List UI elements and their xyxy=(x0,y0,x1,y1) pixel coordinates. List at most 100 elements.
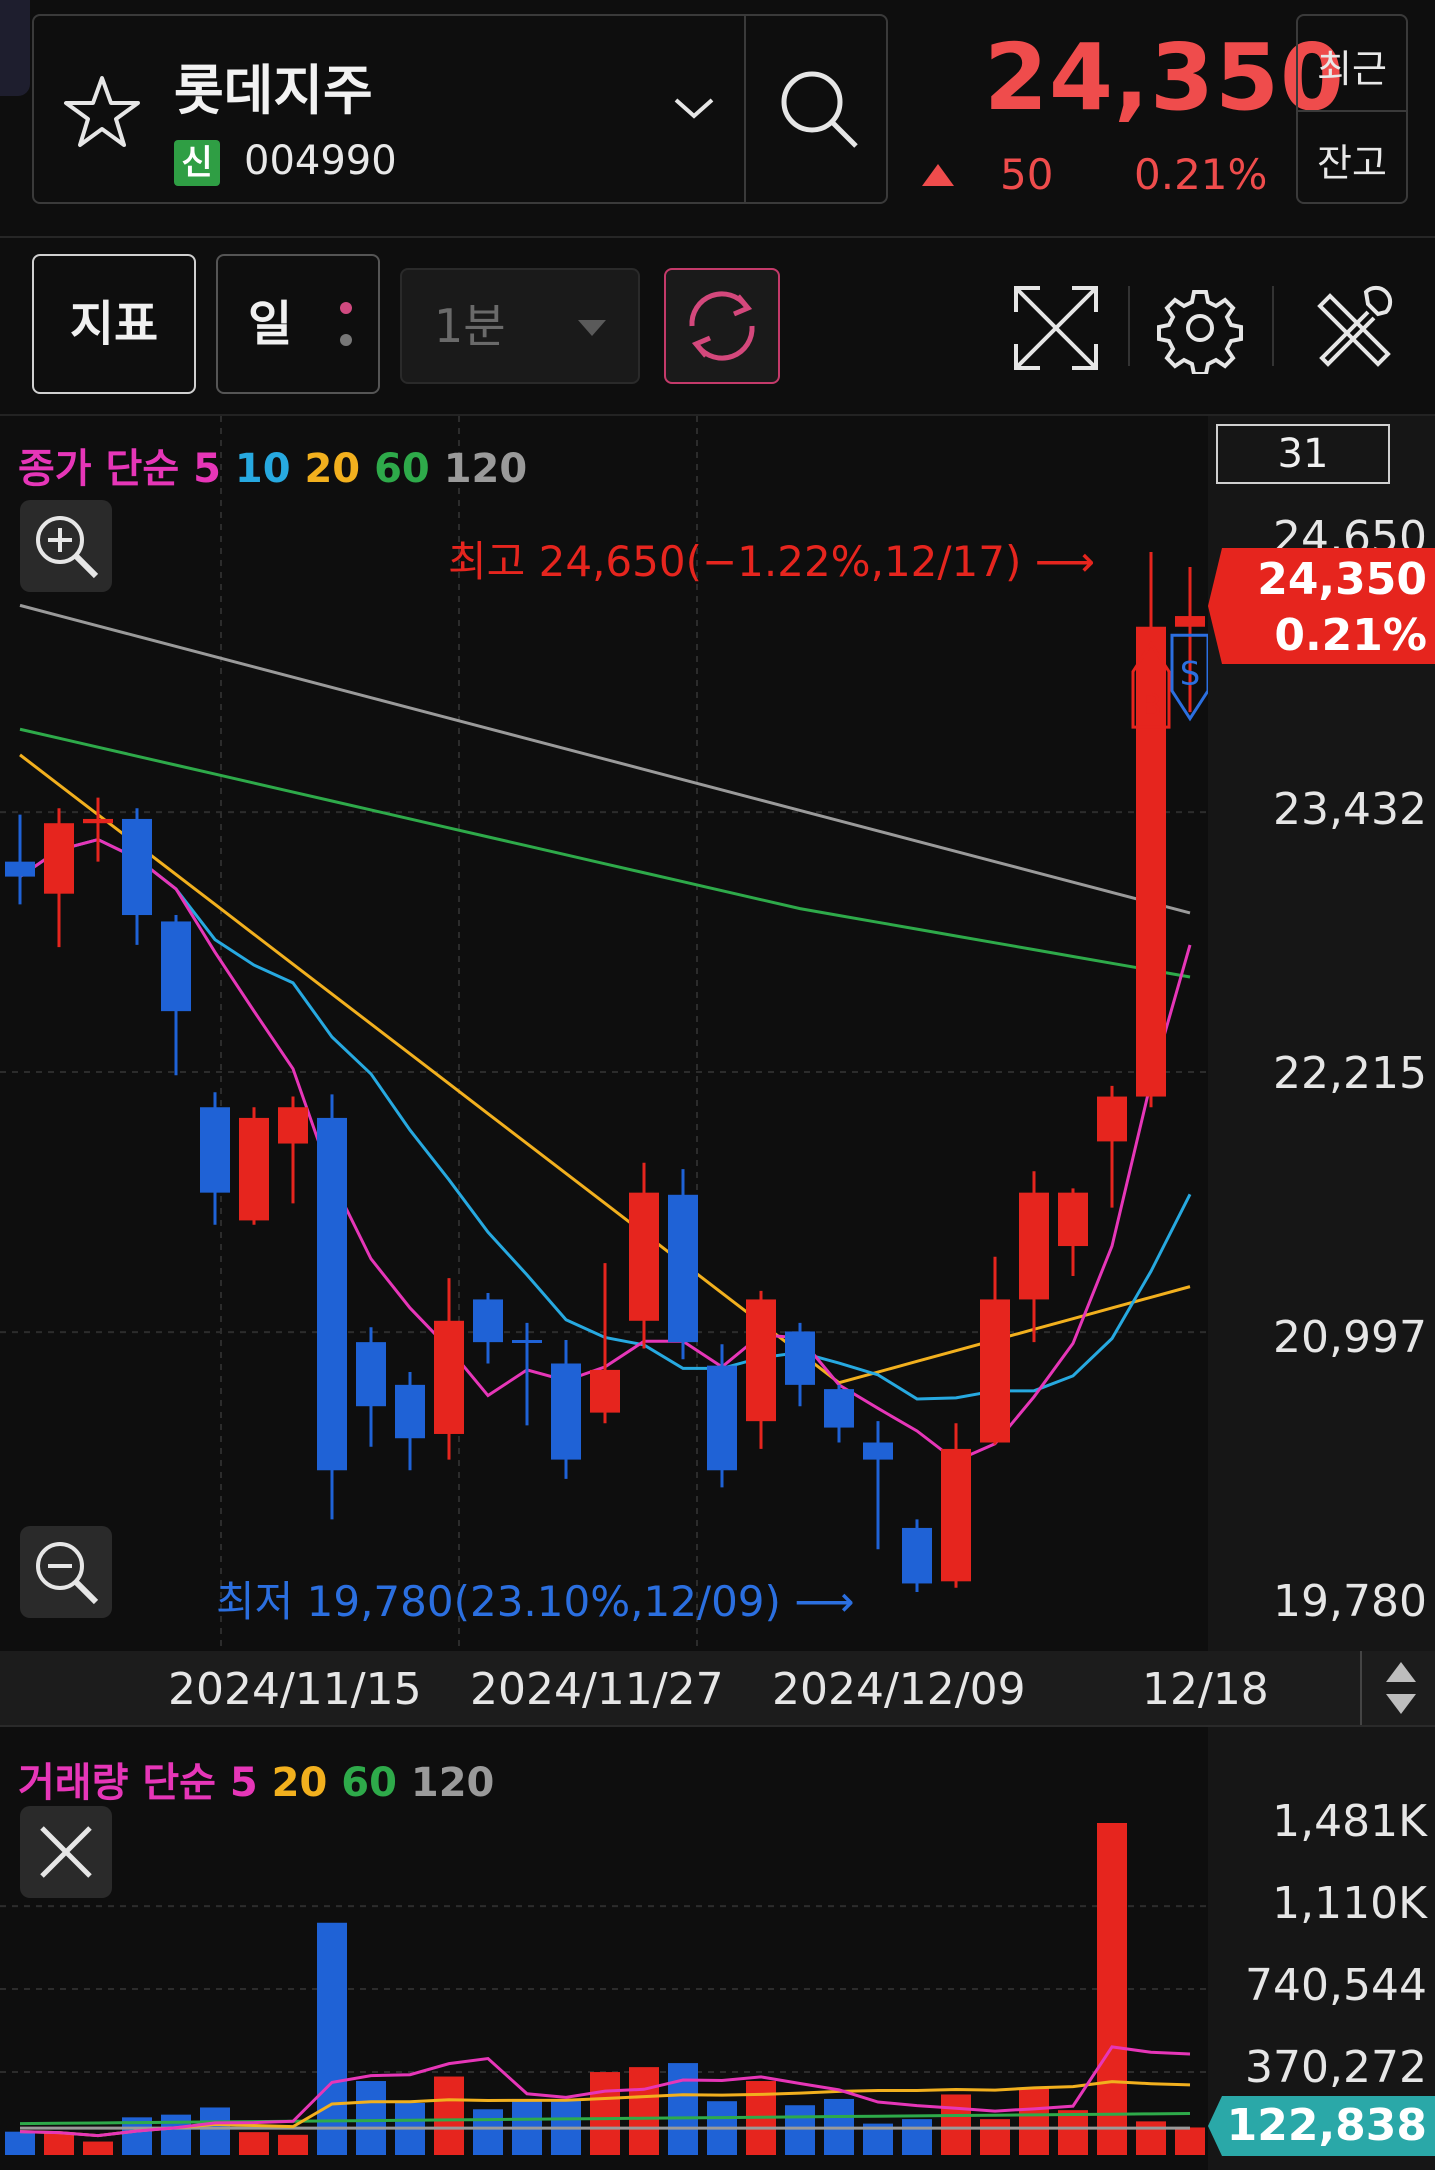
recent-button[interactable]: 최근 xyxy=(1317,47,1387,91)
volume-bar xyxy=(902,2119,932,2155)
candle xyxy=(629,1192,659,1321)
current-price: 24,350 xyxy=(984,24,1346,131)
candle xyxy=(278,1107,308,1144)
volume-bar xyxy=(1058,2110,1088,2155)
volume-bar xyxy=(1136,2121,1166,2155)
volume-bar xyxy=(278,2134,308,2155)
count-box[interactable]: 31 xyxy=(1216,424,1390,484)
ma60-line xyxy=(19,727,1191,979)
candle xyxy=(395,1384,425,1439)
balance-button[interactable]: 잔고 xyxy=(1317,141,1387,185)
candle xyxy=(1058,1192,1088,1247)
current-price-tag-value: 24,350 xyxy=(1257,554,1427,605)
volume-legend: 거래량 단순 5 20 60 120 xyxy=(18,1750,494,1808)
zoom-in-button[interactable] xyxy=(20,500,112,592)
price-legend: 종가 단순 5 10 20 60 120 xyxy=(18,436,527,494)
stock-code: 004990 xyxy=(244,138,397,184)
volume-bar xyxy=(980,2119,1010,2155)
interval-label: 1분 xyxy=(434,299,506,353)
refresh-button[interactable] xyxy=(664,268,780,384)
resize-handle-icon[interactable] xyxy=(1376,1656,1426,1720)
high-annotation: 최고 24,650(−1.22%,12/17) ⟶ xyxy=(448,537,1095,586)
volume-legend-ma5: 5 xyxy=(229,1760,258,1806)
candle xyxy=(512,1340,542,1344)
current-price-tag-pct: 0.21% xyxy=(1274,610,1427,661)
buy-marker-label: B xyxy=(1140,686,1162,724)
candle xyxy=(83,818,113,824)
sell-marker-label: S xyxy=(1180,654,1200,692)
low-annotation: 최저 19,780(23.10%,12/09) ⟶ xyxy=(216,1577,855,1626)
tools-icon[interactable] xyxy=(1306,282,1398,374)
refresh-icon xyxy=(689,291,755,361)
volume-bar xyxy=(434,2076,464,2155)
candle xyxy=(5,861,35,877)
stock-name: 롯데지주 xyxy=(174,59,373,122)
favorite-star-icon[interactable] xyxy=(62,72,142,152)
x-label-2: 2024/11/27 xyxy=(470,1664,724,1715)
volume-current-value: 122,838 xyxy=(1226,2100,1427,2151)
divider xyxy=(744,14,746,204)
legend-prefix: 종가 단순 xyxy=(18,446,180,492)
candle xyxy=(473,1299,503,1343)
volume-bar xyxy=(473,2109,503,2155)
candle xyxy=(356,1342,386,1407)
indicator-button[interactable]: 지표 xyxy=(32,254,196,394)
candle xyxy=(161,921,191,1012)
volume-bar xyxy=(668,2063,698,2155)
more-dots-icon-2 xyxy=(340,334,352,346)
x-label-1: 2024/11/15 xyxy=(168,1664,422,1715)
legend-ma60: 60 xyxy=(374,446,430,492)
sell-marker xyxy=(1170,633,1210,722)
candle xyxy=(824,1389,854,1428)
left-edge-tab[interactable] xyxy=(0,0,30,96)
price-change: 50 xyxy=(1000,150,1054,199)
candle xyxy=(785,1331,815,1385)
chevron-down-icon[interactable] xyxy=(670,92,718,124)
period-label: 일 xyxy=(248,296,293,352)
volume-tag-shape xyxy=(1208,2096,1435,2156)
fullscreen-icon[interactable] xyxy=(1008,280,1104,376)
search-icon[interactable] xyxy=(772,62,868,158)
stock-selector[interactable] xyxy=(32,14,888,204)
candle xyxy=(200,1107,230,1193)
candle xyxy=(746,1299,776,1422)
zoom-in-icon xyxy=(36,516,99,579)
volume-current-tag: 122,838 xyxy=(1208,2096,1435,2156)
buy-marker xyxy=(1131,641,1171,729)
volume-y-label-4: 370,272 xyxy=(1245,2042,1427,2093)
candle xyxy=(239,1117,269,1221)
chart-divider xyxy=(0,1725,1435,1727)
candle xyxy=(590,1369,620,1413)
candle xyxy=(1097,1096,1127,1142)
more-dots-icon xyxy=(340,302,352,314)
new-badge: 신 xyxy=(174,140,220,186)
volume-bar xyxy=(629,2067,659,2155)
volume-bar xyxy=(356,2081,386,2155)
candle xyxy=(980,1299,1010,1443)
candle xyxy=(551,1363,581,1460)
y-label-2: 23,432 xyxy=(1273,784,1427,835)
candle xyxy=(941,1448,971,1582)
price-change-pct: 0.21% xyxy=(1134,150,1268,199)
zoom-out-button[interactable] xyxy=(20,1526,112,1618)
volume-bar xyxy=(83,2141,113,2155)
volume-bar xyxy=(5,2131,35,2155)
y-label-4: 20,997 xyxy=(1273,1312,1427,1363)
volume-chart-canvas[interactable] xyxy=(0,1727,1435,2170)
divider xyxy=(1360,1651,1362,1725)
volume-bar xyxy=(590,2072,620,2155)
volume-y-label-2: 1,110K xyxy=(1272,1878,1427,1929)
price-chart-canvas[interactable]: BS xyxy=(0,416,1435,1651)
candle xyxy=(707,1365,737,1471)
candle xyxy=(317,1117,347,1471)
period-button[interactable]: 일 xyxy=(216,254,380,394)
candle xyxy=(44,823,74,894)
candle xyxy=(902,1527,932,1584)
gear-icon[interactable] xyxy=(1154,282,1246,374)
candle xyxy=(1019,1192,1049,1300)
close-volume-button[interactable] xyxy=(20,1806,112,1898)
volume-bar xyxy=(1175,2127,1205,2155)
price-tag-shape xyxy=(1208,548,1435,664)
interval-select[interactable]: 1분 xyxy=(400,268,640,384)
caret-down-icon xyxy=(578,320,606,336)
